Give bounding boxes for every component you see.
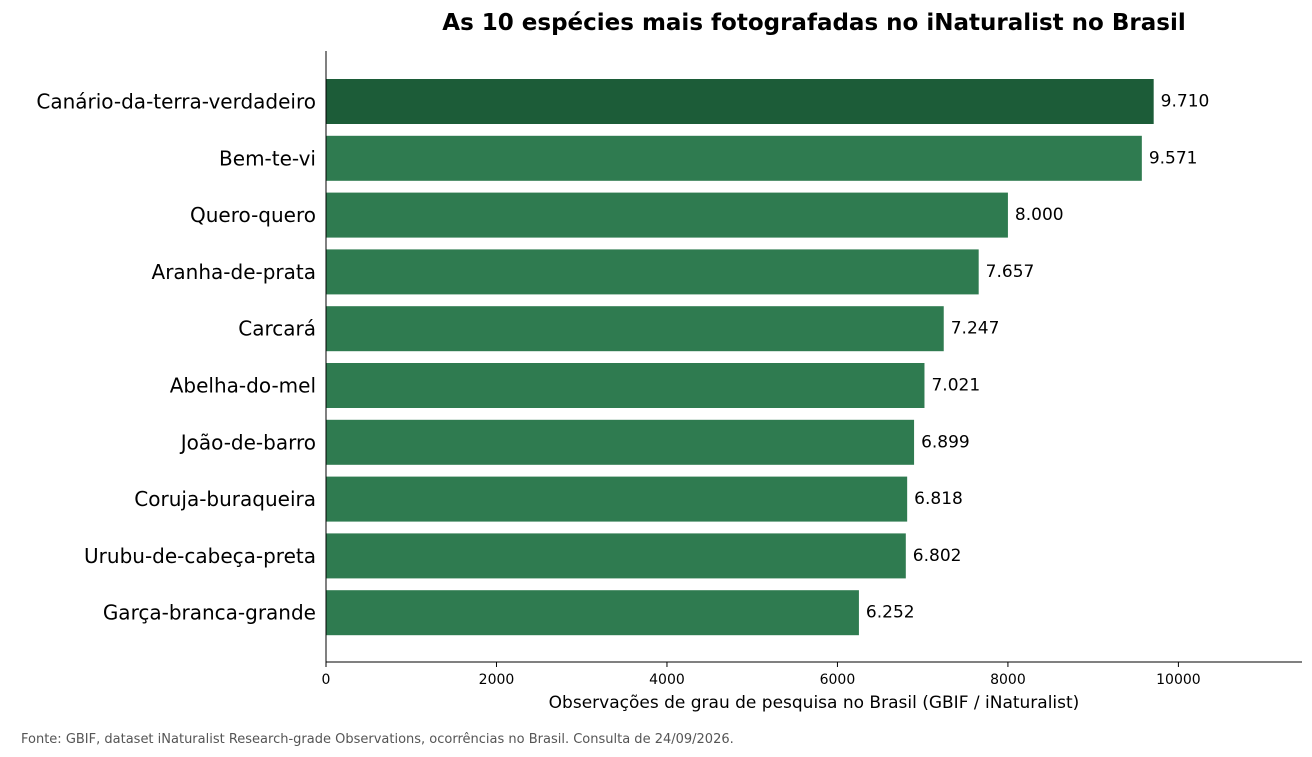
category-label: João-de-barro — [179, 430, 316, 454]
bars-group — [326, 79, 1154, 636]
category-label: Coruja-buraqueira — [134, 487, 316, 511]
category-label: Carcará — [238, 317, 316, 341]
bar — [326, 306, 944, 352]
category-label: Quero-quero — [190, 203, 316, 227]
value-label: 8.000 — [1015, 205, 1064, 225]
category-label: Bem-te-vi — [219, 146, 316, 170]
value-label: 6.818 — [914, 489, 963, 509]
bar — [326, 533, 906, 579]
value-label: 6.802 — [913, 546, 962, 566]
category-labels-group: Canário-da-terra-verdadeiro Bem-te-vi Quer… — [36, 90, 316, 625]
category-label: Urubu-de-cabeça-preta — [84, 544, 316, 568]
category-label: Abelha-do-mel — [170, 374, 316, 398]
category-label: Garça-branca-grande — [103, 601, 316, 625]
value-label: 6.899 — [921, 432, 970, 452]
x-tick-label: 0 — [322, 672, 331, 688]
source-note: Fonte: GBIF, dataset iNaturalist Researc… — [21, 732, 734, 747]
category-label: Canário-da-terra-verdadeiro — [36, 90, 316, 114]
x-tick-label: 2000 — [479, 672, 515, 688]
value-label: 7.247 — [951, 319, 1000, 339]
x-tick-label: 6000 — [820, 672, 856, 688]
value-label: 9.571 — [1149, 148, 1198, 168]
chart-title: As 10 espécies mais fotografadas no iNat… — [442, 10, 1185, 36]
bar — [326, 590, 859, 636]
x-axis-title: Observações de grau de pesquisa no Brasi… — [549, 693, 1080, 713]
bar — [326, 249, 979, 295]
x-tick-label: 8000 — [990, 672, 1026, 688]
bar — [326, 419, 915, 465]
bar — [326, 476, 908, 522]
category-label: Aranha-de-prata — [152, 260, 316, 284]
bar — [326, 363, 925, 408]
value-label: 7.021 — [931, 376, 980, 396]
x-tick-label: 4000 — [649, 672, 685, 688]
value-label: 9.710 — [1161, 92, 1210, 112]
bar — [326, 192, 1008, 238]
bar — [326, 79, 1154, 124]
bar — [326, 135, 1142, 181]
value-label: 7.657 — [986, 262, 1035, 282]
value-labels-group: 9.710 9.571 8.000 7.657 7.247 7.021 6.899 6.818… — [866, 92, 1209, 623]
x-tick-label: 10000 — [1156, 672, 1201, 688]
x-ticks-group: 0 2000 4000 6000 8000 10000 — [322, 662, 1201, 688]
value-label: 6.252 — [866, 603, 915, 623]
